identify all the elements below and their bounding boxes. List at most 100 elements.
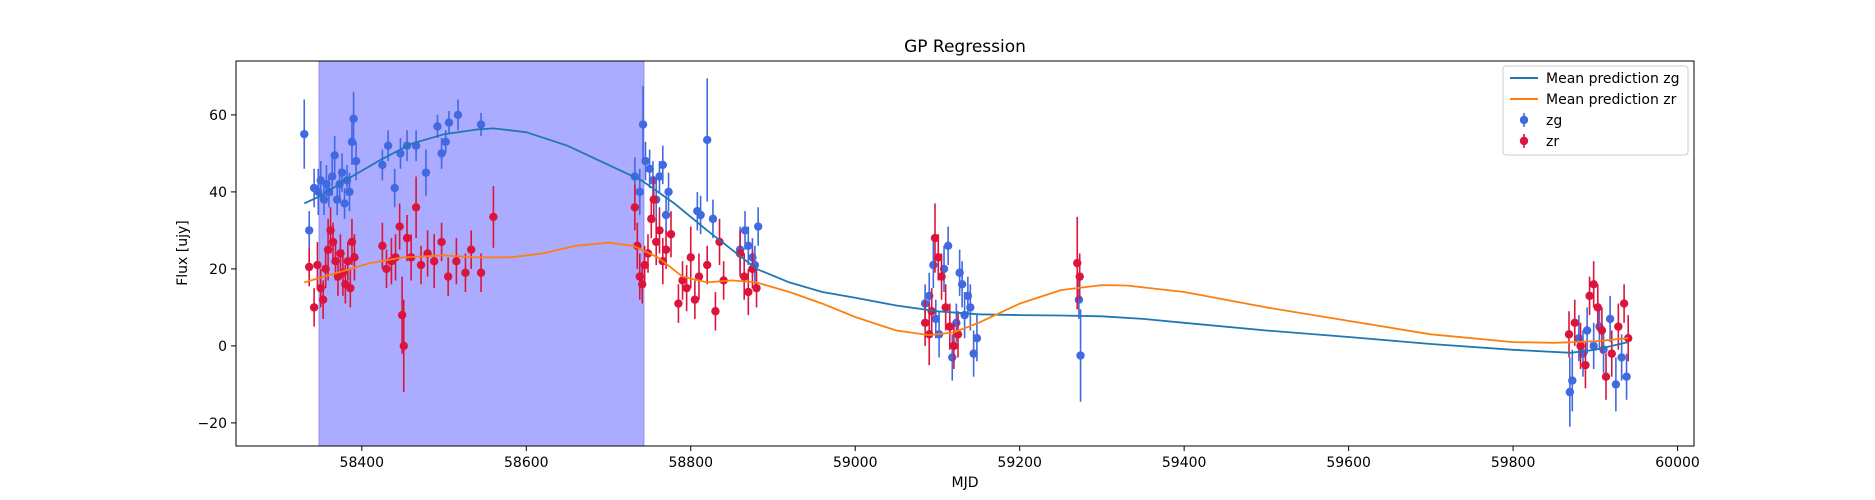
legend-label: zr (1546, 134, 1559, 150)
y-axis-ticks: −20 0 20 40 60 (197, 108, 236, 432)
data-point-zg (948, 353, 957, 362)
data-point-zg (957, 280, 967, 289)
data-point-zr (399, 341, 408, 351)
data-point-zg (655, 172, 664, 181)
data-point-zg (433, 122, 442, 131)
data-point-zg (1605, 314, 1615, 324)
data-point-zr (945, 322, 954, 331)
data-point-zr (941, 303, 950, 312)
data-point-zg (658, 160, 667, 170)
legend-box (1502, 65, 1689, 156)
data-point-zg (1611, 380, 1621, 389)
data-point-zr (476, 268, 486, 277)
data-point-zg (1074, 295, 1084, 304)
data-point-zg (635, 187, 644, 197)
data-point-zg (708, 214, 718, 224)
data-point-zg (1582, 326, 1592, 335)
data-point-zr (735, 249, 745, 258)
data-point-zg (664, 187, 673, 197)
data-point-zg (638, 120, 648, 129)
data-point-zg (390, 183, 399, 193)
data-point-zr (752, 283, 761, 293)
data-point-zg (476, 120, 486, 129)
data-point-zr (1576, 341, 1585, 351)
data-point-zr (640, 260, 649, 270)
data-point-zg (300, 129, 309, 139)
x-tick-label: 58800 (668, 455, 713, 471)
y-axis-label: Flux [ujy] (175, 220, 191, 286)
legend-marker-swatch (1519, 136, 1529, 146)
data-point-zg (453, 110, 463, 120)
data-point-zr (343, 257, 353, 266)
data-point-zr (661, 245, 671, 254)
data-point-zr (1589, 280, 1598, 289)
data-point-zr (930, 233, 940, 243)
data-point-zr (694, 272, 704, 281)
series-zr (304, 176, 1633, 400)
data-point-zg (345, 187, 354, 197)
data-point-zr (437, 237, 446, 247)
data-point-zr (674, 299, 683, 308)
x-axis-label: MJD (952, 475, 979, 491)
data-point-zg (378, 160, 387, 170)
data-point-zr (402, 233, 412, 243)
errorbar-layer (300, 78, 1633, 427)
legend-label: zg (1546, 113, 1562, 129)
data-point-zr (649, 195, 658, 204)
data-point-zr (346, 283, 355, 293)
data-point-zr (1619, 299, 1629, 308)
data-point-zg (383, 141, 393, 150)
legend-entry-zr: zr (1519, 134, 1559, 150)
data-point-zr (411, 203, 421, 212)
data-point-zg (648, 176, 658, 185)
data-point-zr (630, 203, 640, 212)
data-point-zr (937, 272, 946, 281)
x-tick-label: 59000 (833, 455, 878, 471)
data-point-zg (645, 164, 654, 173)
data-point-zr (666, 230, 676, 239)
data-point-zr (416, 260, 426, 270)
data-point-zr (1564, 330, 1574, 339)
data-point-zr (949, 341, 959, 351)
data-point-zr (1570, 318, 1579, 327)
data-point-zg (349, 114, 358, 123)
data-point-zr (920, 318, 930, 327)
data-point-zr (452, 257, 461, 266)
data-point-zr (395, 222, 404, 231)
line-mean-prediction-zr (304, 241, 1629, 344)
data-point-zg (943, 241, 953, 250)
legend-entry-zg: zg (1519, 113, 1562, 129)
y-tick-label: −20 (197, 416, 227, 432)
data-point-zg (330, 151, 339, 160)
data-point-zr (690, 295, 700, 304)
data-point-zg (931, 314, 941, 324)
data-point-zr (378, 241, 387, 250)
data-point-zr (489, 212, 498, 222)
data-point-zr (1607, 349, 1616, 358)
x-tick-label: 59400 (1162, 455, 1207, 471)
data-point-zg (1076, 351, 1085, 360)
x-axis-ticks: 58400 58600 58800 59000 59200 59400 59600 59800… (340, 446, 1700, 471)
legend-entry-mean-prediction-zr: Mean prediction zr (1510, 92, 1677, 108)
data-point-zg (1589, 341, 1598, 351)
y-tick-label: 20 (209, 262, 227, 278)
data-point-zg (444, 118, 454, 127)
legend: Mean prediction zg Mean prediction zr zg zr (1502, 65, 1689, 156)
data-point-zr (350, 253, 359, 262)
data-point-zg (441, 137, 450, 147)
data-point-zg (1617, 353, 1626, 362)
data-point-zg (744, 241, 753, 250)
data-point-zr (740, 272, 749, 281)
data-point-zg (661, 210, 671, 220)
data-point-zr (652, 237, 661, 247)
legend-marker-swatch (1519, 115, 1529, 125)
legend-entry-mean-prediction-zg: Mean prediction zg (1510, 71, 1680, 87)
data-point-zr (1614, 322, 1623, 331)
data-point-zg (702, 135, 712, 145)
y-tick-label: 0 (218, 339, 227, 355)
data-point-zr (461, 268, 470, 277)
data-point-zr (309, 303, 319, 312)
data-point-zr (678, 276, 687, 285)
legend-label: Mean prediction zg (1546, 71, 1680, 87)
data-point-zr (397, 310, 407, 320)
